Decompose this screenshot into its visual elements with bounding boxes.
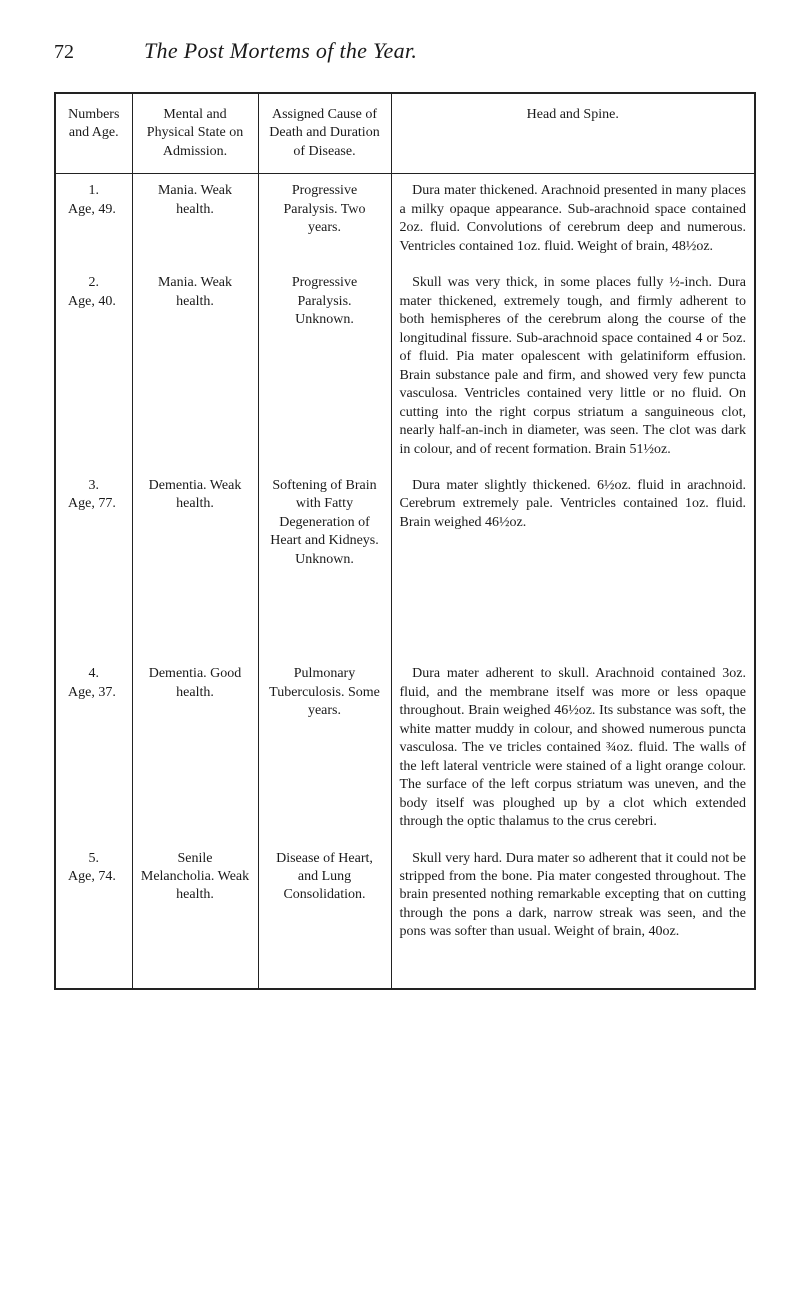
table-row: 4. Age, 37. Dementia. Good health. Pulmo…	[55, 657, 755, 841]
page-number: 72	[54, 41, 74, 64]
cell-state: Mania. Weak health.	[132, 266, 258, 469]
cell-number-age: 4. Age, 37.	[55, 657, 132, 841]
cell-findings: Dura mater slightly thickened. 6½oz. flu…	[391, 469, 755, 579]
cell-cause: Disease of Heart, and Lung Consolidation…	[258, 842, 391, 952]
col-header-numbers-age: Numbers and Age.	[55, 93, 132, 174]
cell-findings: Skull was very thick, in some places ful…	[391, 266, 755, 469]
case-number: 2.	[64, 274, 124, 292]
col-header-state: Mental and Physical State on Admission.	[132, 93, 258, 174]
cell-number-age: 1. Age, 49.	[55, 174, 132, 266]
case-number: 1.	[64, 182, 124, 200]
cell-cause: Progressive Paralysis. Two years.	[258, 174, 391, 266]
case-age: Age, 40.	[64, 293, 124, 311]
cell-cause: Pulmonary Tuberculosis. Some years.	[258, 657, 391, 841]
table-row: 1. Age, 49. Mania. Weak health. Progress…	[55, 174, 755, 266]
cell-state: Mania. Weak health.	[132, 174, 258, 266]
table-row: 3. Age, 77. Dementia. Weak health. Softe…	[55, 469, 755, 579]
cell-findings: Dura mater thickened. Arachnoid presente…	[391, 174, 755, 266]
case-age: Age, 49.	[64, 201, 124, 219]
cell-cause: Softening of Brain with Fatty Degenerati…	[258, 469, 391, 579]
cell-findings: Dura mater adherent to skull. Arachnoid …	[391, 657, 755, 841]
cell-number-age: 5. Age, 74.	[55, 842, 132, 952]
table-row-spacer	[55, 952, 755, 989]
case-age: Age, 37.	[64, 684, 124, 702]
case-age: Age, 74.	[64, 868, 124, 886]
running-head: 72 The Post Mortems of the Year.	[54, 38, 756, 64]
case-number: 3.	[64, 477, 124, 495]
case-number: 4.	[64, 665, 124, 683]
cell-cause: Progressive Paralysis. Unknown.	[258, 266, 391, 469]
table-header-row: Numbers and Age. Mental and Physical Sta…	[55, 93, 755, 174]
page: 72 The Post Mortems of the Year. Numbers…	[0, 0, 800, 1291]
table-row-spacer	[55, 579, 755, 657]
case-number: 5.	[64, 850, 124, 868]
col-header-cause: Assigned Cause of Death and Duration of …	[258, 93, 391, 174]
cell-state: Dementia. Good health.	[132, 657, 258, 841]
col-header-findings: Head and Spine.	[391, 93, 755, 174]
cell-state: Senile Melancholia. Weak health.	[132, 842, 258, 952]
cell-state: Dementia. Weak health.	[132, 469, 258, 579]
cell-number-age: 2. Age, 40.	[55, 266, 132, 469]
postmortem-table: Numbers and Age. Mental and Physical Sta…	[54, 92, 756, 990]
cell-findings: Skull very hard. Dura mater so adherent …	[391, 842, 755, 952]
table-row: 2. Age, 40. Mania. Weak health. Progress…	[55, 266, 755, 469]
table-row: 5. Age, 74. Senile Melancholia. Weak hea…	[55, 842, 755, 952]
cell-number-age: 3. Age, 77.	[55, 469, 132, 579]
page-title: The Post Mortems of the Year.	[144, 38, 417, 64]
case-age: Age, 77.	[64, 495, 124, 513]
